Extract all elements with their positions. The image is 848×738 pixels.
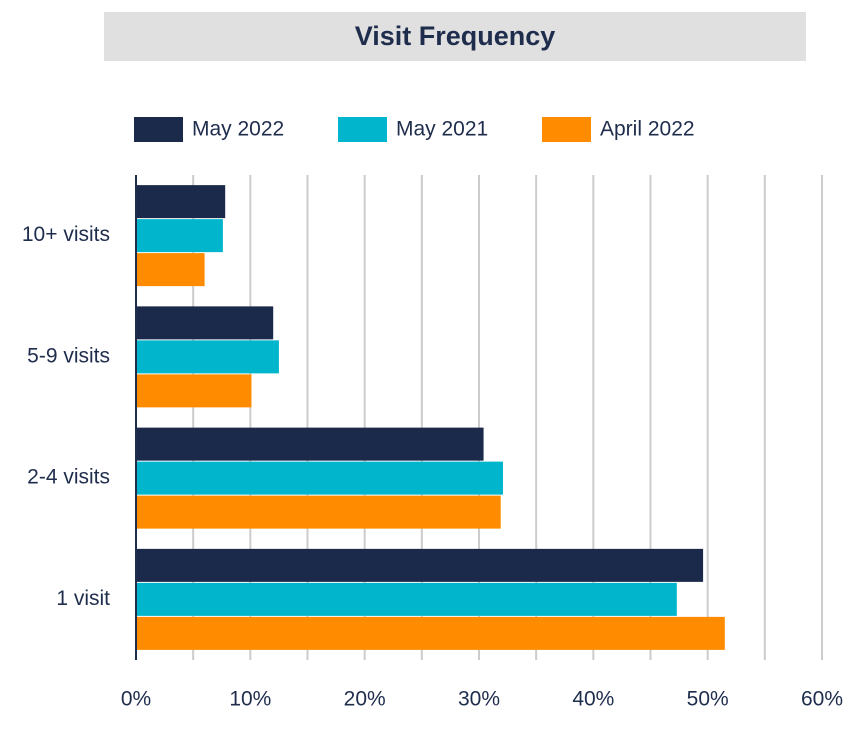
bar	[136, 427, 484, 461]
legend-swatch	[338, 117, 387, 142]
legend-label: May 2021	[396, 118, 488, 141]
y-tick-label: 10+ visits	[22, 223, 110, 246]
x-tick-label: 50%	[687, 688, 729, 711]
chart-title: Visit Frequency	[355, 21, 556, 51]
x-tick-label: 40%	[572, 688, 614, 711]
bar	[136, 374, 252, 408]
bar	[136, 306, 274, 340]
y-tick-label: 1 visit	[56, 587, 110, 610]
bar	[136, 461, 504, 495]
y-tick-label: 5-9 visits	[27, 344, 110, 367]
x-tick-label: 0%	[121, 688, 151, 711]
legend-label: April 2022	[600, 118, 695, 141]
title-bar	[104, 12, 806, 61]
bar	[136, 340, 279, 374]
legend-label: May 2022	[192, 118, 284, 141]
x-tick-label: 30%	[458, 688, 500, 711]
bar	[136, 185, 226, 219]
x-tick-label: 10%	[229, 688, 271, 711]
bar	[136, 616, 725, 650]
legend-swatch	[134, 117, 183, 142]
x-tick-label: 60%	[801, 688, 843, 711]
bar	[136, 548, 704, 582]
bar	[136, 219, 223, 253]
bar	[136, 253, 205, 287]
bar	[136, 582, 677, 616]
bar	[136, 495, 501, 529]
x-tick-label: 20%	[344, 688, 386, 711]
legend-swatch	[542, 117, 591, 142]
y-tick-label: 2-4 visits	[27, 466, 110, 489]
